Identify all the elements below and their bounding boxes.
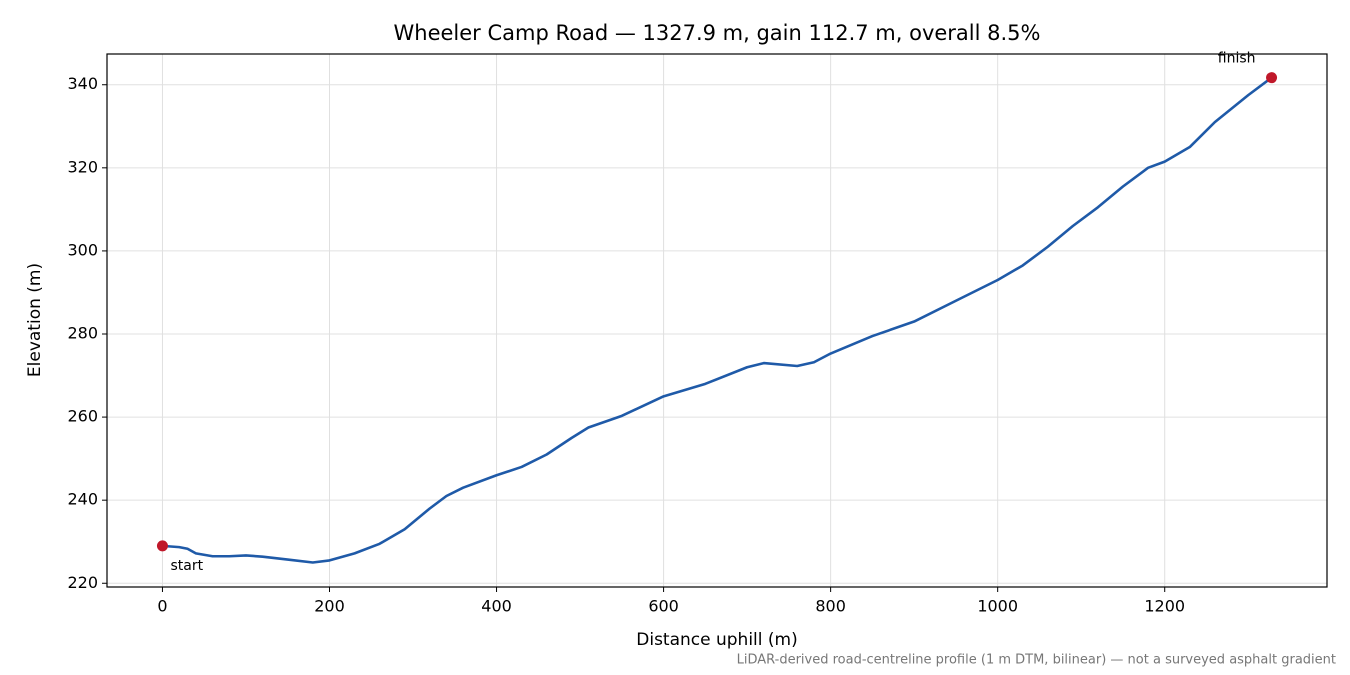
x-axis-label: Distance uphill (m)	[636, 630, 797, 650]
y-tick-label: 320	[67, 157, 98, 176]
plot-frame	[106, 53, 1328, 588]
x-tick-label: 200	[314, 597, 345, 616]
x-tick-label: 1200	[1144, 597, 1185, 616]
y-tick-label: 280	[67, 324, 98, 343]
footnote: LiDAR-derived road-centreline profile (1…	[737, 653, 1336, 668]
x-tick-label: 800	[815, 597, 846, 616]
chart-title: Wheeler Camp Road — 1327.9 m, gain 112.7…	[394, 21, 1041, 45]
x-tick-label: 600	[648, 597, 679, 616]
elevation-line	[162, 76, 1273, 564]
y-tick-label: 340	[67, 74, 98, 93]
y-axis-label: Elevation (m)	[25, 263, 45, 377]
y-tick-label: 220	[67, 573, 98, 592]
endpoint-marker	[156, 540, 168, 552]
y-tick-label: 300	[67, 240, 98, 259]
y-tick-label: 240	[67, 490, 98, 509]
x-tick-label: 1000	[977, 597, 1018, 616]
annotation: start	[170, 558, 203, 574]
x-tick-label: 0	[157, 597, 167, 616]
endpoint-marker	[1266, 72, 1278, 84]
x-tick-label: 400	[481, 597, 512, 616]
y-tick-label: 260	[67, 407, 98, 426]
annotation: finish	[1218, 51, 1256, 67]
